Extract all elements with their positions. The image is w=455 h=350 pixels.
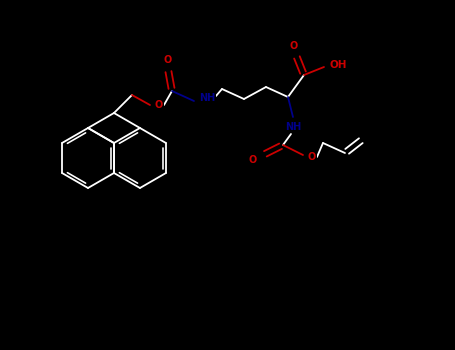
Text: O: O [308,152,316,162]
Text: O: O [249,155,257,165]
Text: OH: OH [329,60,347,70]
Text: O: O [164,55,172,65]
Text: O: O [290,41,298,51]
Text: NH: NH [285,122,301,132]
Text: O: O [155,100,163,110]
Text: NH: NH [199,93,215,103]
